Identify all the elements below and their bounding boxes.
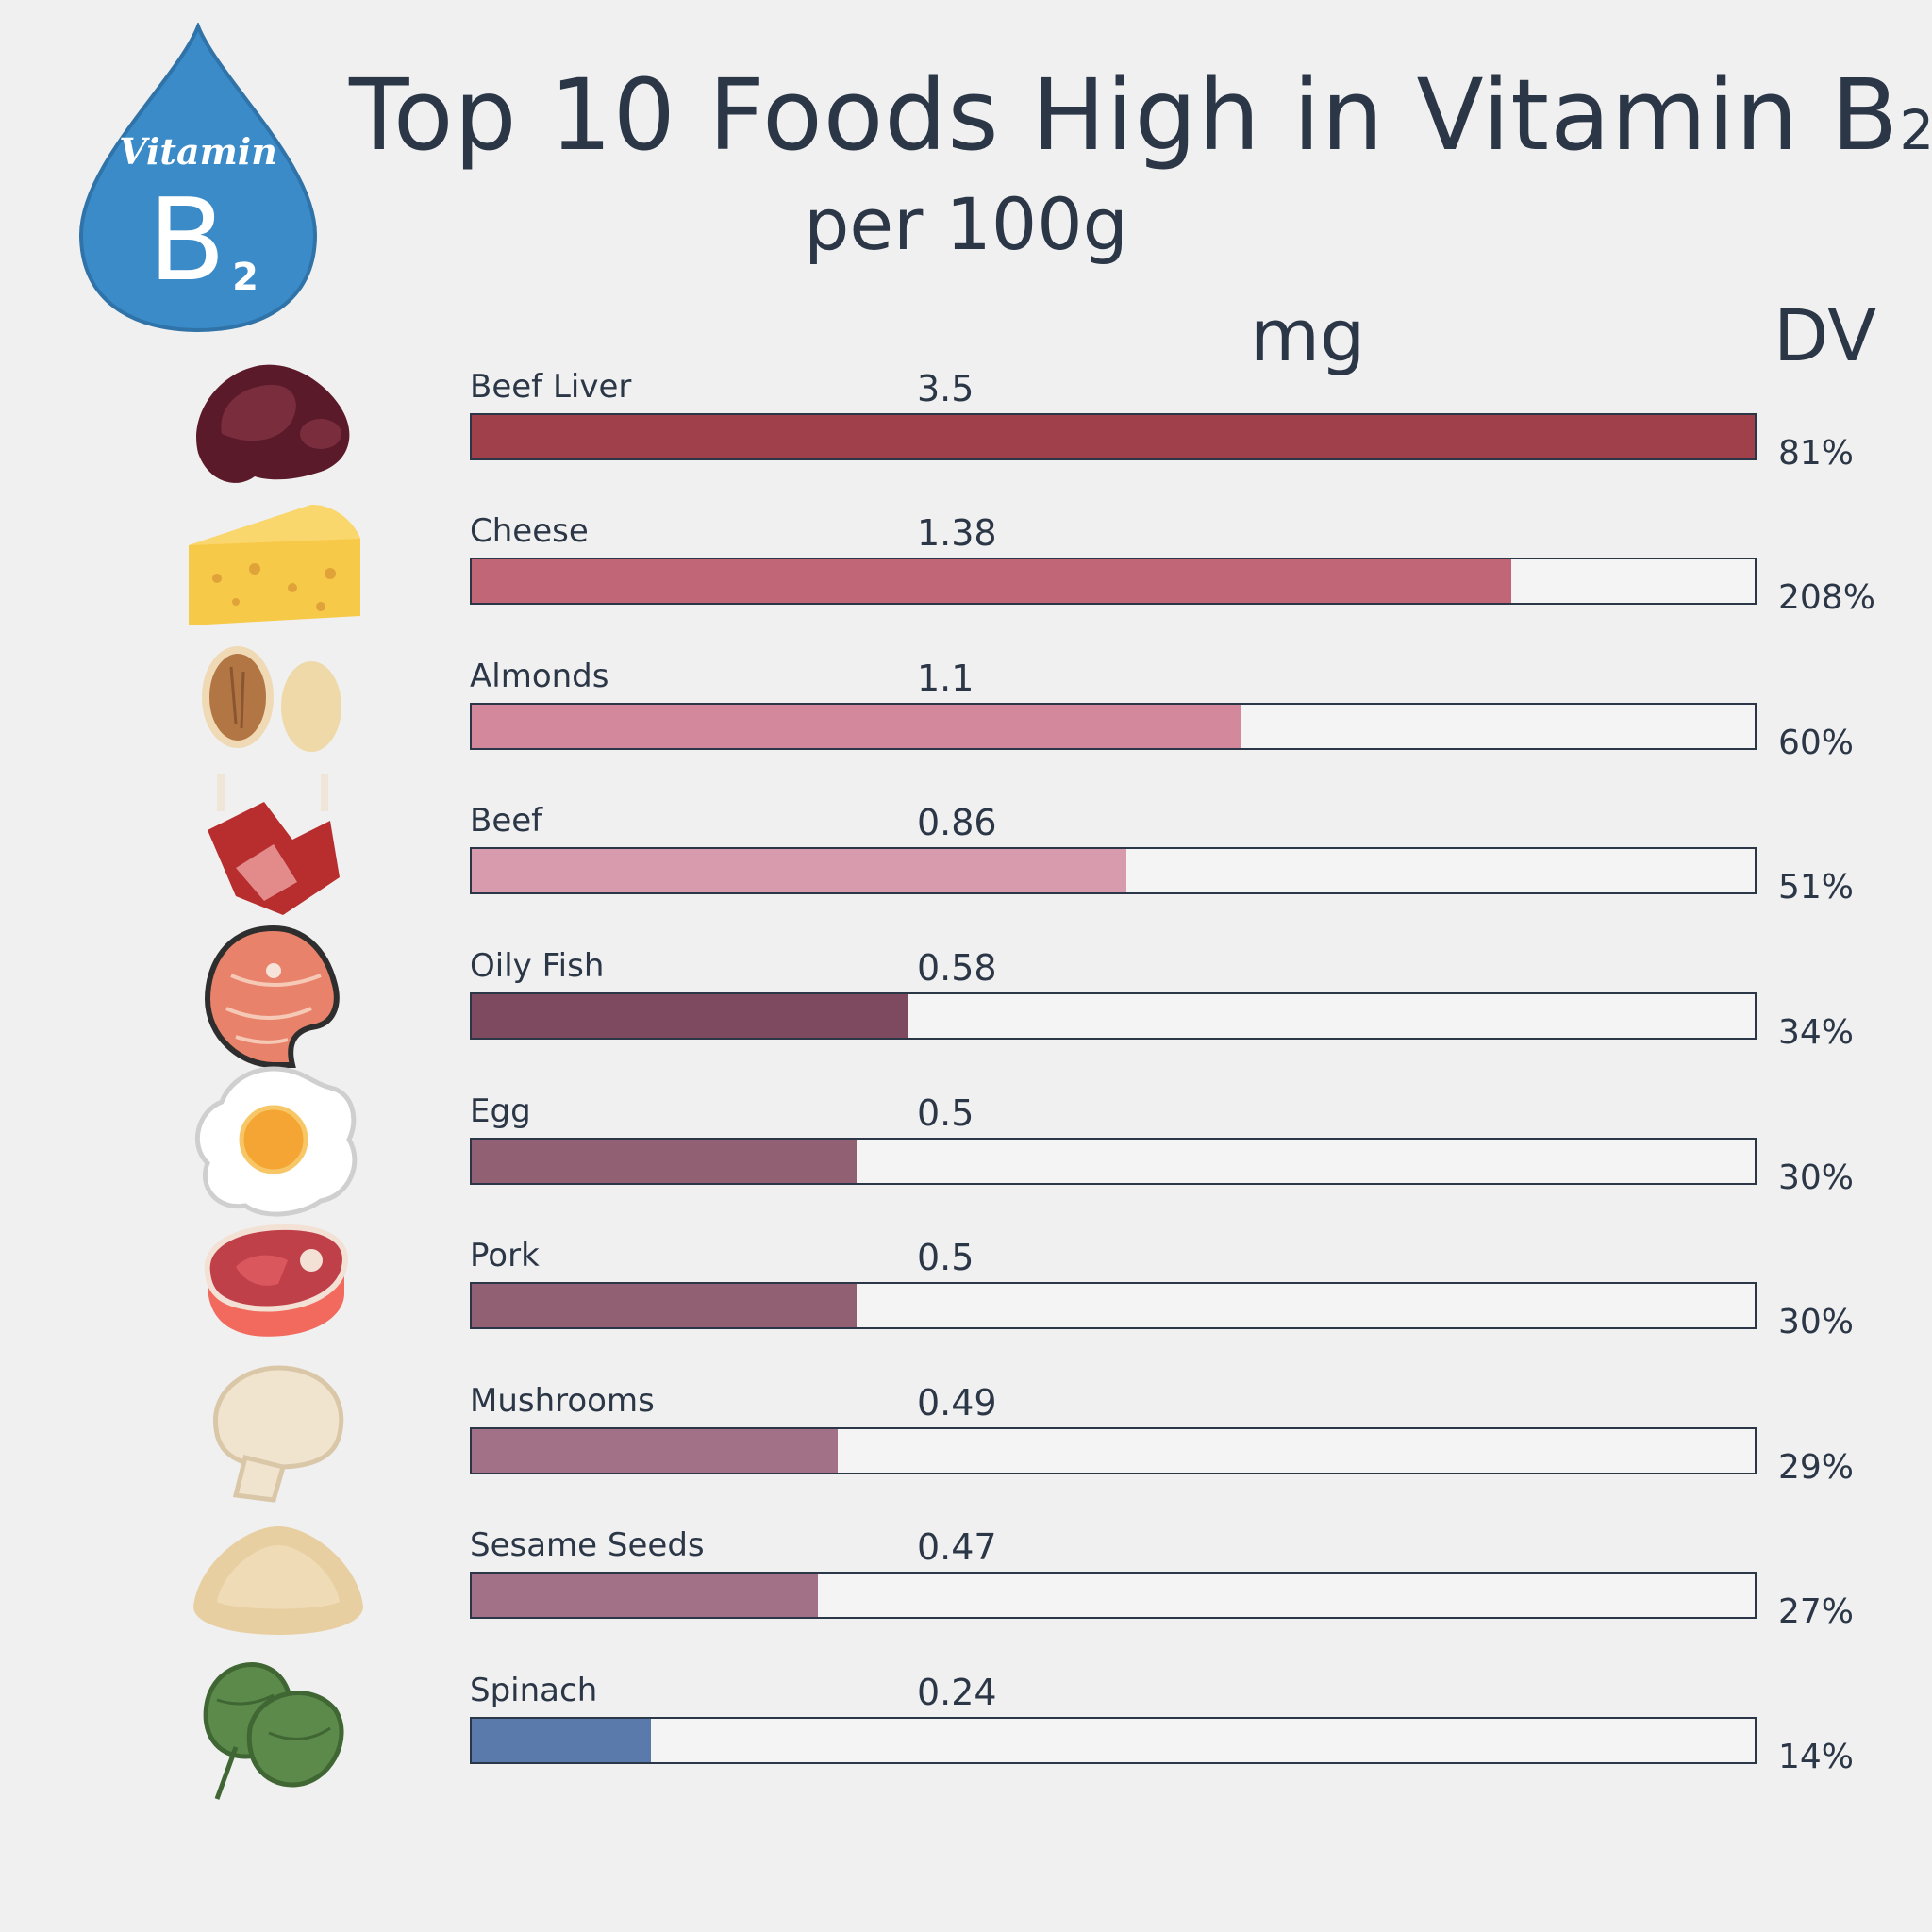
mushroom-icon — [179, 1354, 377, 1514]
chart-title: Top 10 Foods High in Vitamin B2 — [349, 66, 1932, 164]
value-label: 1.1 — [917, 658, 974, 699]
badge-subscript: 2 — [232, 256, 258, 299]
value-label: 0.47 — [917, 1526, 997, 1568]
dv-label: 14% — [1778, 1738, 1854, 1776]
dv-column-header: DV — [1774, 300, 1876, 372]
value-label: 0.58 — [917, 947, 997, 989]
value-label: 0.49 — [917, 1382, 997, 1424]
food-label: Sesame Seeds — [470, 1526, 705, 1564]
bar — [472, 1140, 857, 1183]
value-label: 0.5 — [917, 1092, 974, 1134]
value-label: 0.86 — [917, 802, 997, 843]
bar — [472, 415, 1755, 458]
pork-steak-icon — [179, 1208, 377, 1369]
bar-track — [470, 1138, 1757, 1185]
dv-label: 81% — [1778, 434, 1854, 473]
food-label: Oily Fish — [470, 947, 604, 985]
bar-track — [470, 558, 1757, 605]
dv-label: 30% — [1778, 1158, 1854, 1197]
bar — [472, 849, 1126, 892]
food-label: Spinach — [470, 1672, 597, 1709]
mg-column-header: mg — [1250, 300, 1365, 372]
bar-track — [470, 413, 1757, 460]
bar — [472, 1284, 857, 1327]
bar-track — [470, 847, 1757, 894]
vitamin-b2-badge: Vitamin B 2 — [75, 23, 321, 334]
dv-label: 208% — [1778, 578, 1875, 617]
food-label: Beef — [470, 802, 542, 840]
bar-track — [470, 992, 1757, 1040]
dv-label: 34% — [1778, 1013, 1854, 1052]
dv-label: 30% — [1778, 1303, 1854, 1341]
value-label: 1.38 — [917, 512, 997, 554]
bar — [472, 994, 908, 1038]
liver-icon — [179, 340, 377, 500]
bar — [472, 1719, 651, 1762]
cheese-icon — [179, 484, 377, 644]
food-label: Almonds — [470, 658, 608, 695]
chart-title-subscript: 2 — [1899, 98, 1932, 162]
fried-egg-icon — [179, 1064, 377, 1224]
food-label: Pork — [470, 1237, 540, 1274]
value-label: 3.5 — [917, 368, 974, 409]
food-label: Egg — [470, 1092, 531, 1130]
almonds-icon — [179, 629, 377, 790]
value-label: 0.24 — [917, 1672, 997, 1713]
bar-track — [470, 1282, 1757, 1329]
food-label: Mushrooms — [470, 1382, 655, 1420]
sesame-seed-icon — [179, 1498, 377, 1658]
bar-track — [470, 1572, 1757, 1619]
bar — [472, 559, 1511, 603]
chart-title-main: Top 10 Foods High in Vitamin B — [349, 58, 1899, 173]
value-label: 0.5 — [917, 1237, 974, 1278]
bar — [472, 1429, 838, 1473]
beef-icon — [179, 774, 377, 934]
bar-row: Spinach 0.24 14% — [0, 1672, 1932, 1813]
badge-word: Vitamin — [119, 130, 277, 173]
dv-label: 27% — [1778, 1592, 1854, 1631]
bar — [472, 705, 1241, 748]
dv-label: 51% — [1778, 868, 1854, 907]
spinach-icon — [179, 1643, 377, 1804]
fish-steak-icon — [179, 919, 377, 1079]
dv-label: 60% — [1778, 724, 1854, 762]
bar-track — [470, 1717, 1757, 1764]
food-label: Beef Liver — [470, 368, 631, 406]
bar-track — [470, 1427, 1757, 1474]
chart-subtitle: per 100g — [0, 189, 1932, 260]
dv-label: 29% — [1778, 1448, 1854, 1487]
food-label: Cheese — [470, 512, 589, 550]
bar-track — [470, 703, 1757, 750]
bar — [472, 1574, 818, 1617]
